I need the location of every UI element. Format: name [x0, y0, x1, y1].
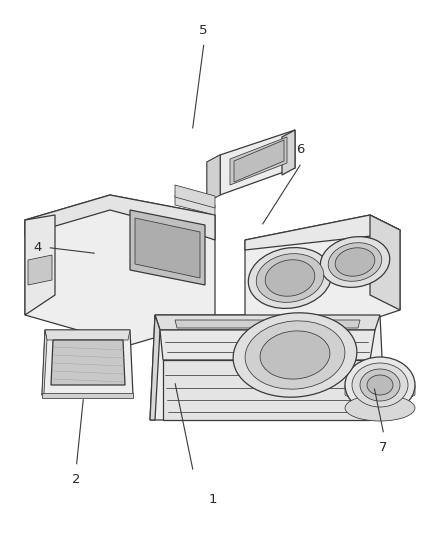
Text: 2: 2	[72, 473, 81, 486]
Ellipse shape	[345, 395, 415, 421]
Polygon shape	[160, 330, 375, 360]
Polygon shape	[135, 218, 200, 278]
Ellipse shape	[360, 369, 400, 401]
Text: 1: 1	[208, 494, 217, 506]
Polygon shape	[25, 195, 215, 240]
Polygon shape	[175, 195, 215, 215]
Polygon shape	[345, 385, 415, 413]
Polygon shape	[25, 195, 215, 345]
Polygon shape	[245, 215, 400, 250]
Polygon shape	[282, 130, 295, 175]
Ellipse shape	[233, 313, 357, 397]
Polygon shape	[175, 185, 215, 208]
Polygon shape	[175, 320, 360, 328]
Polygon shape	[130, 210, 205, 285]
Polygon shape	[230, 137, 287, 185]
Polygon shape	[51, 340, 125, 385]
Polygon shape	[245, 215, 400, 345]
Text: 6: 6	[296, 143, 304, 156]
Text: 7: 7	[379, 441, 388, 454]
Polygon shape	[45, 330, 130, 340]
Ellipse shape	[328, 243, 382, 281]
Polygon shape	[163, 360, 370, 420]
Ellipse shape	[265, 260, 315, 296]
Ellipse shape	[245, 321, 345, 389]
Polygon shape	[42, 393, 133, 398]
Ellipse shape	[352, 363, 408, 407]
Polygon shape	[207, 155, 220, 202]
Polygon shape	[42, 330, 133, 395]
Polygon shape	[150, 315, 160, 420]
Polygon shape	[42, 330, 47, 395]
Polygon shape	[28, 255, 52, 285]
Text: 4: 4	[33, 241, 42, 254]
Polygon shape	[370, 215, 400, 310]
Ellipse shape	[345, 357, 415, 413]
Ellipse shape	[320, 237, 390, 287]
Polygon shape	[150, 315, 385, 420]
Polygon shape	[220, 130, 295, 195]
Text: 5: 5	[199, 25, 208, 37]
Ellipse shape	[335, 248, 375, 276]
Ellipse shape	[248, 247, 332, 309]
Ellipse shape	[256, 254, 324, 302]
Polygon shape	[155, 315, 380, 330]
Polygon shape	[207, 155, 220, 202]
Ellipse shape	[367, 375, 393, 395]
Polygon shape	[25, 215, 55, 315]
Polygon shape	[234, 140, 284, 182]
Ellipse shape	[260, 331, 330, 379]
